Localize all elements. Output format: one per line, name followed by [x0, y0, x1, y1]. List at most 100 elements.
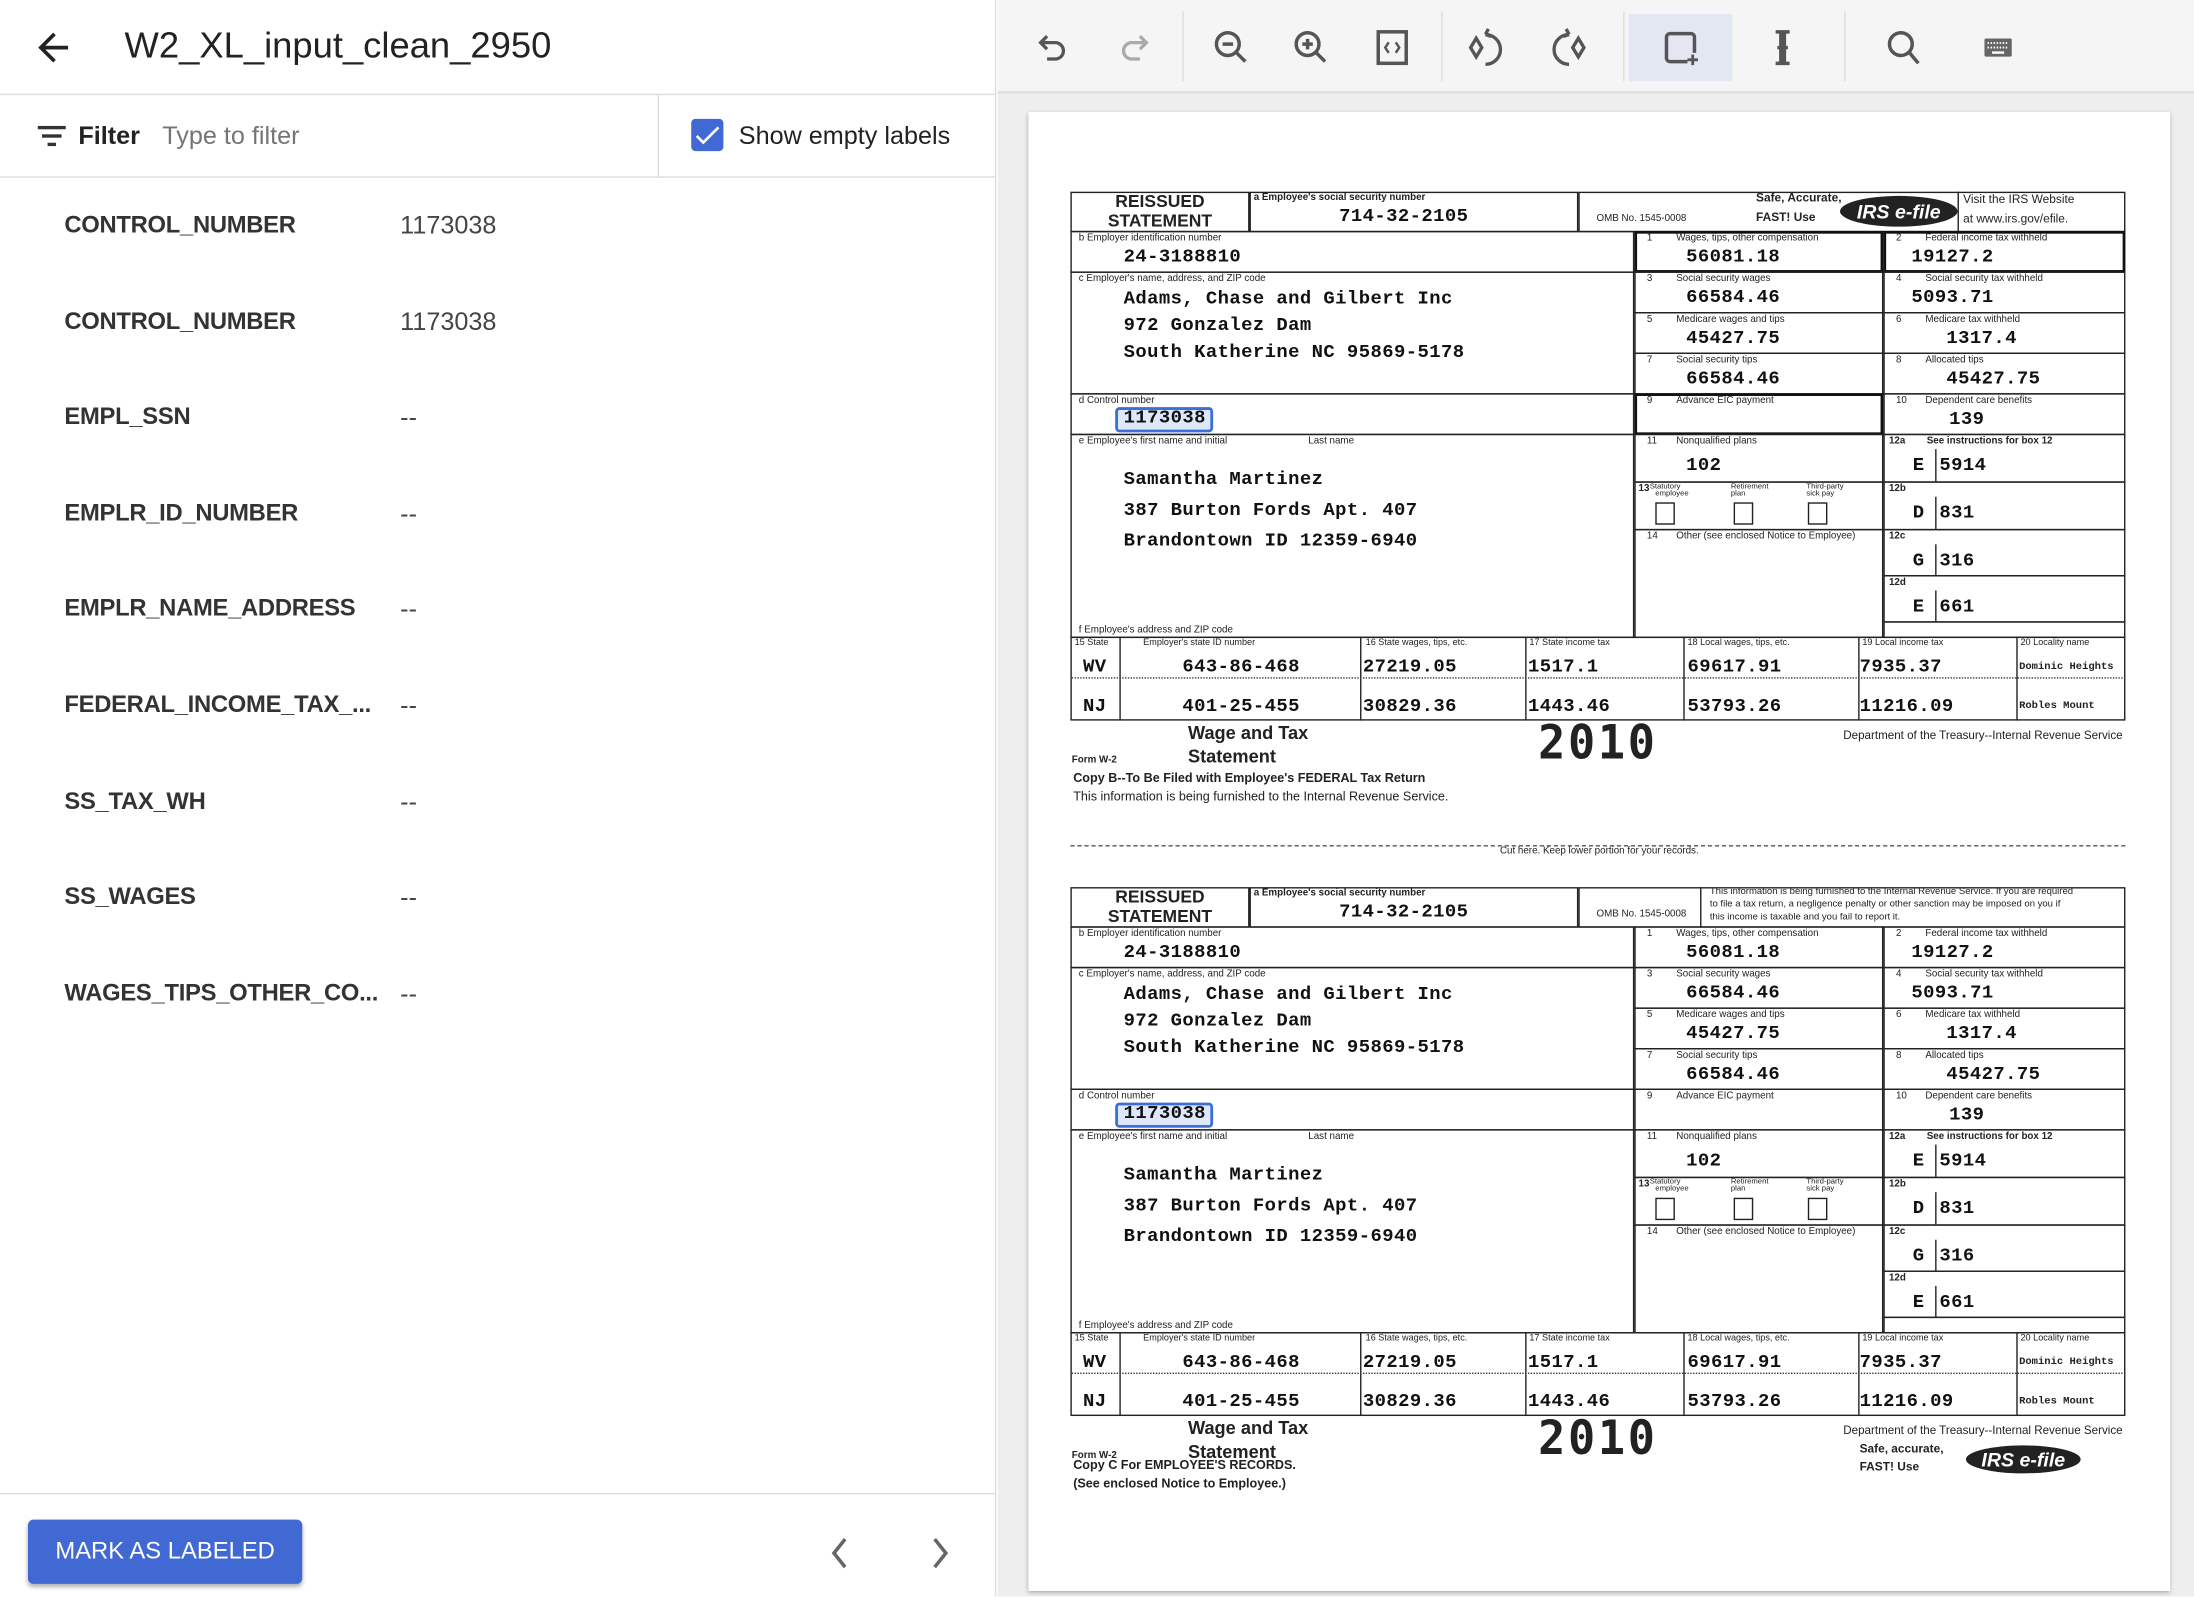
wage-and-tax-title: Wage and Tax — [1187, 722, 1309, 743]
state-row-value: 11216.09 — [1859, 1392, 1954, 1414]
copy-note: This information is being furnished to t… — [1073, 789, 1449, 804]
label-value[interactable]: -- — [400, 883, 417, 912]
redo-button[interactable] — [1105, 20, 1161, 76]
efile-logo: IRS e-file — [1965, 1445, 2081, 1474]
box-label: Social security wages — [1676, 969, 1771, 980]
employee-address-line: Brandontown ID 12359-6940 — [1123, 1227, 1418, 1249]
box-12-value: 661 — [1939, 597, 1975, 619]
checkbox[interactable] — [1807, 502, 1828, 525]
safe-accurate-text: Safe, Accurate, — [1756, 190, 1842, 205]
box-12-code: E — [1912, 597, 1925, 619]
label-value[interactable]: 1173038 — [400, 211, 497, 240]
label-name: EMPLR_ID_NUMBER — [64, 499, 299, 526]
department-text: Department of the Treasury--Internal Rev… — [1843, 1423, 2123, 1438]
label-row[interactable]: EMPLR_NAME_ADDRESS -- — [0, 581, 996, 637]
employee-address-line: 387 Burton Fords Apt. 407 — [1123, 500, 1418, 522]
box-label: Social security tax withheld — [1925, 969, 2043, 980]
mark-as-labeled-button[interactable]: MARK AS LABELED — [27, 1519, 303, 1584]
filter-bar: Filter Show empty labels — [0, 95, 997, 178]
notice-text: to file a tax return, a negligence penal… — [1709, 899, 2061, 910]
box-12-value: 316 — [1939, 551, 1975, 573]
label-row[interactable]: CONTROL_NUMBER 1173038 — [0, 197, 996, 253]
rotate-left-button[interactable] — [1459, 20, 1515, 76]
label-value[interactable]: -- — [400, 595, 417, 624]
zoom-out-button[interactable] — [1203, 20, 1259, 76]
label-value[interactable]: 1173038 — [400, 307, 497, 336]
copy-designation: Copy B--To Be Filed with Employee's FEDE… — [1073, 770, 1426, 785]
box-14-cell — [1634, 1224, 1884, 1334]
label-row[interactable]: EMPL_SSN -- — [0, 389, 996, 445]
box-label: Medicare tax withheld — [1925, 314, 2021, 325]
zoom-in-button[interactable] — [1283, 20, 1339, 76]
rotate-right-icon — [1552, 28, 1586, 67]
divider — [2016, 636, 2018, 721]
zoom-out-icon — [1214, 30, 1247, 63]
divider — [1070, 1372, 2126, 1375]
checkbox[interactable] — [1655, 1197, 1675, 1221]
form-w2-label: Form W-2 — [1071, 755, 1117, 766]
label-row[interactable]: EMPLR_ID_NUMBER -- — [0, 485, 996, 541]
label-row[interactable]: WAGES_TIPS_OTHER_CO... -- — [0, 965, 996, 1021]
divider — [1700, 887, 1702, 928]
state-row-value: 1443.46 — [1527, 696, 1611, 718]
reissued-label: REISSUED — [1115, 887, 1205, 907]
irs-website-text: Visit the IRS Website — [1963, 191, 2075, 206]
statement-label: STATEMENT — [1107, 906, 1213, 927]
checkbox[interactable] — [1733, 1197, 1754, 1221]
box-label: Social security wages — [1676, 274, 1771, 285]
state-header: 19 Local income tax — [1862, 1333, 1944, 1344]
state-row-value: 1443.46 — [1527, 1392, 1611, 1414]
label-value[interactable]: -- — [400, 787, 417, 816]
control-number-label: d Control number — [1078, 1091, 1155, 1102]
filter-input[interactable] — [162, 114, 639, 157]
employer-address-line: South Katherine NC 95869-5178 — [1123, 1038, 1465, 1060]
control-number-value: 1173038 — [1123, 1103, 1206, 1125]
label-row[interactable]: SS_TAX_WH -- — [0, 773, 996, 829]
state-row-value: WV — [1083, 1353, 1107, 1375]
zoom-in-icon — [1294, 30, 1327, 63]
cut-line-text: Cut here. Keep lower portion for your re… — [1499, 846, 1699, 857]
label-value[interactable]: -- — [400, 691, 417, 720]
next-icon[interactable] — [923, 1534, 957, 1573]
control-number-highlight[interactable] — [1115, 407, 1214, 433]
rotate-right-button[interactable] — [1539, 20, 1595, 76]
checkbox[interactable] — [1655, 502, 1675, 525]
box-12-label: 12d — [1888, 1273, 1906, 1284]
checkbox[interactable] — [1807, 1197, 1828, 1221]
employer-address-line: 972 Gonzalez Dam — [1123, 1011, 1312, 1033]
add-bounding-box-button[interactable] — [1652, 20, 1708, 76]
fit-page-button[interactable] — [1364, 20, 1420, 76]
label-value[interactable]: -- — [400, 499, 417, 528]
box-number: 9 — [1646, 395, 1653, 406]
previous-icon[interactable] — [823, 1534, 857, 1573]
box-number: 6 — [1895, 1010, 1902, 1021]
back-button[interactable] — [31, 25, 76, 70]
add-bounding-box-button-selected[interactable] — [1628, 13, 1733, 82]
label-value[interactable]: -- — [400, 403, 417, 432]
keyboard-button[interactable] — [1970, 20, 2026, 76]
undo-button[interactable] — [1026, 20, 1082, 76]
divider — [1935, 1285, 1937, 1317]
box-value: 45427.75 — [1946, 369, 2041, 391]
text-select-button[interactable] — [1755, 20, 1811, 76]
state-header: 15 State — [1074, 638, 1109, 648]
show-empty-labels-checkbox[interactable] — [691, 118, 724, 152]
labels-panel: W2_XL_input_clean_2950 Filter Show empty… — [0, 0, 997, 1597]
label-value[interactable]: -- — [400, 979, 417, 1008]
control-number-highlight[interactable] — [1115, 1102, 1214, 1128]
box-number: 14 — [1646, 1227, 1658, 1237]
label-row[interactable]: FEDERAL_INCOME_TAX_... -- — [0, 677, 996, 733]
box-number: 5 — [1646, 314, 1653, 325]
retirement-label: Retirement — [1730, 482, 1769, 492]
viewer-toolbar — [997, 0, 2194, 94]
label-row[interactable]: SS_WAGES -- — [0, 869, 996, 925]
divider — [1957, 191, 1959, 233]
checkbox[interactable] — [1733, 502, 1754, 525]
notice-text: this income is taxable and you fail to r… — [1709, 912, 1901, 923]
statement-label: STATEMENT — [1107, 211, 1213, 231]
box-12-code: G — [1912, 1246, 1925, 1268]
safe-accurate-text: Safe, accurate, — [1859, 1441, 1944, 1456]
label-row[interactable]: CONTROL_NUMBER 1173038 — [0, 293, 996, 349]
search-button[interactable] — [1876, 20, 1932, 76]
show-empty-labels-label[interactable]: Show empty labels — [738, 121, 951, 150]
